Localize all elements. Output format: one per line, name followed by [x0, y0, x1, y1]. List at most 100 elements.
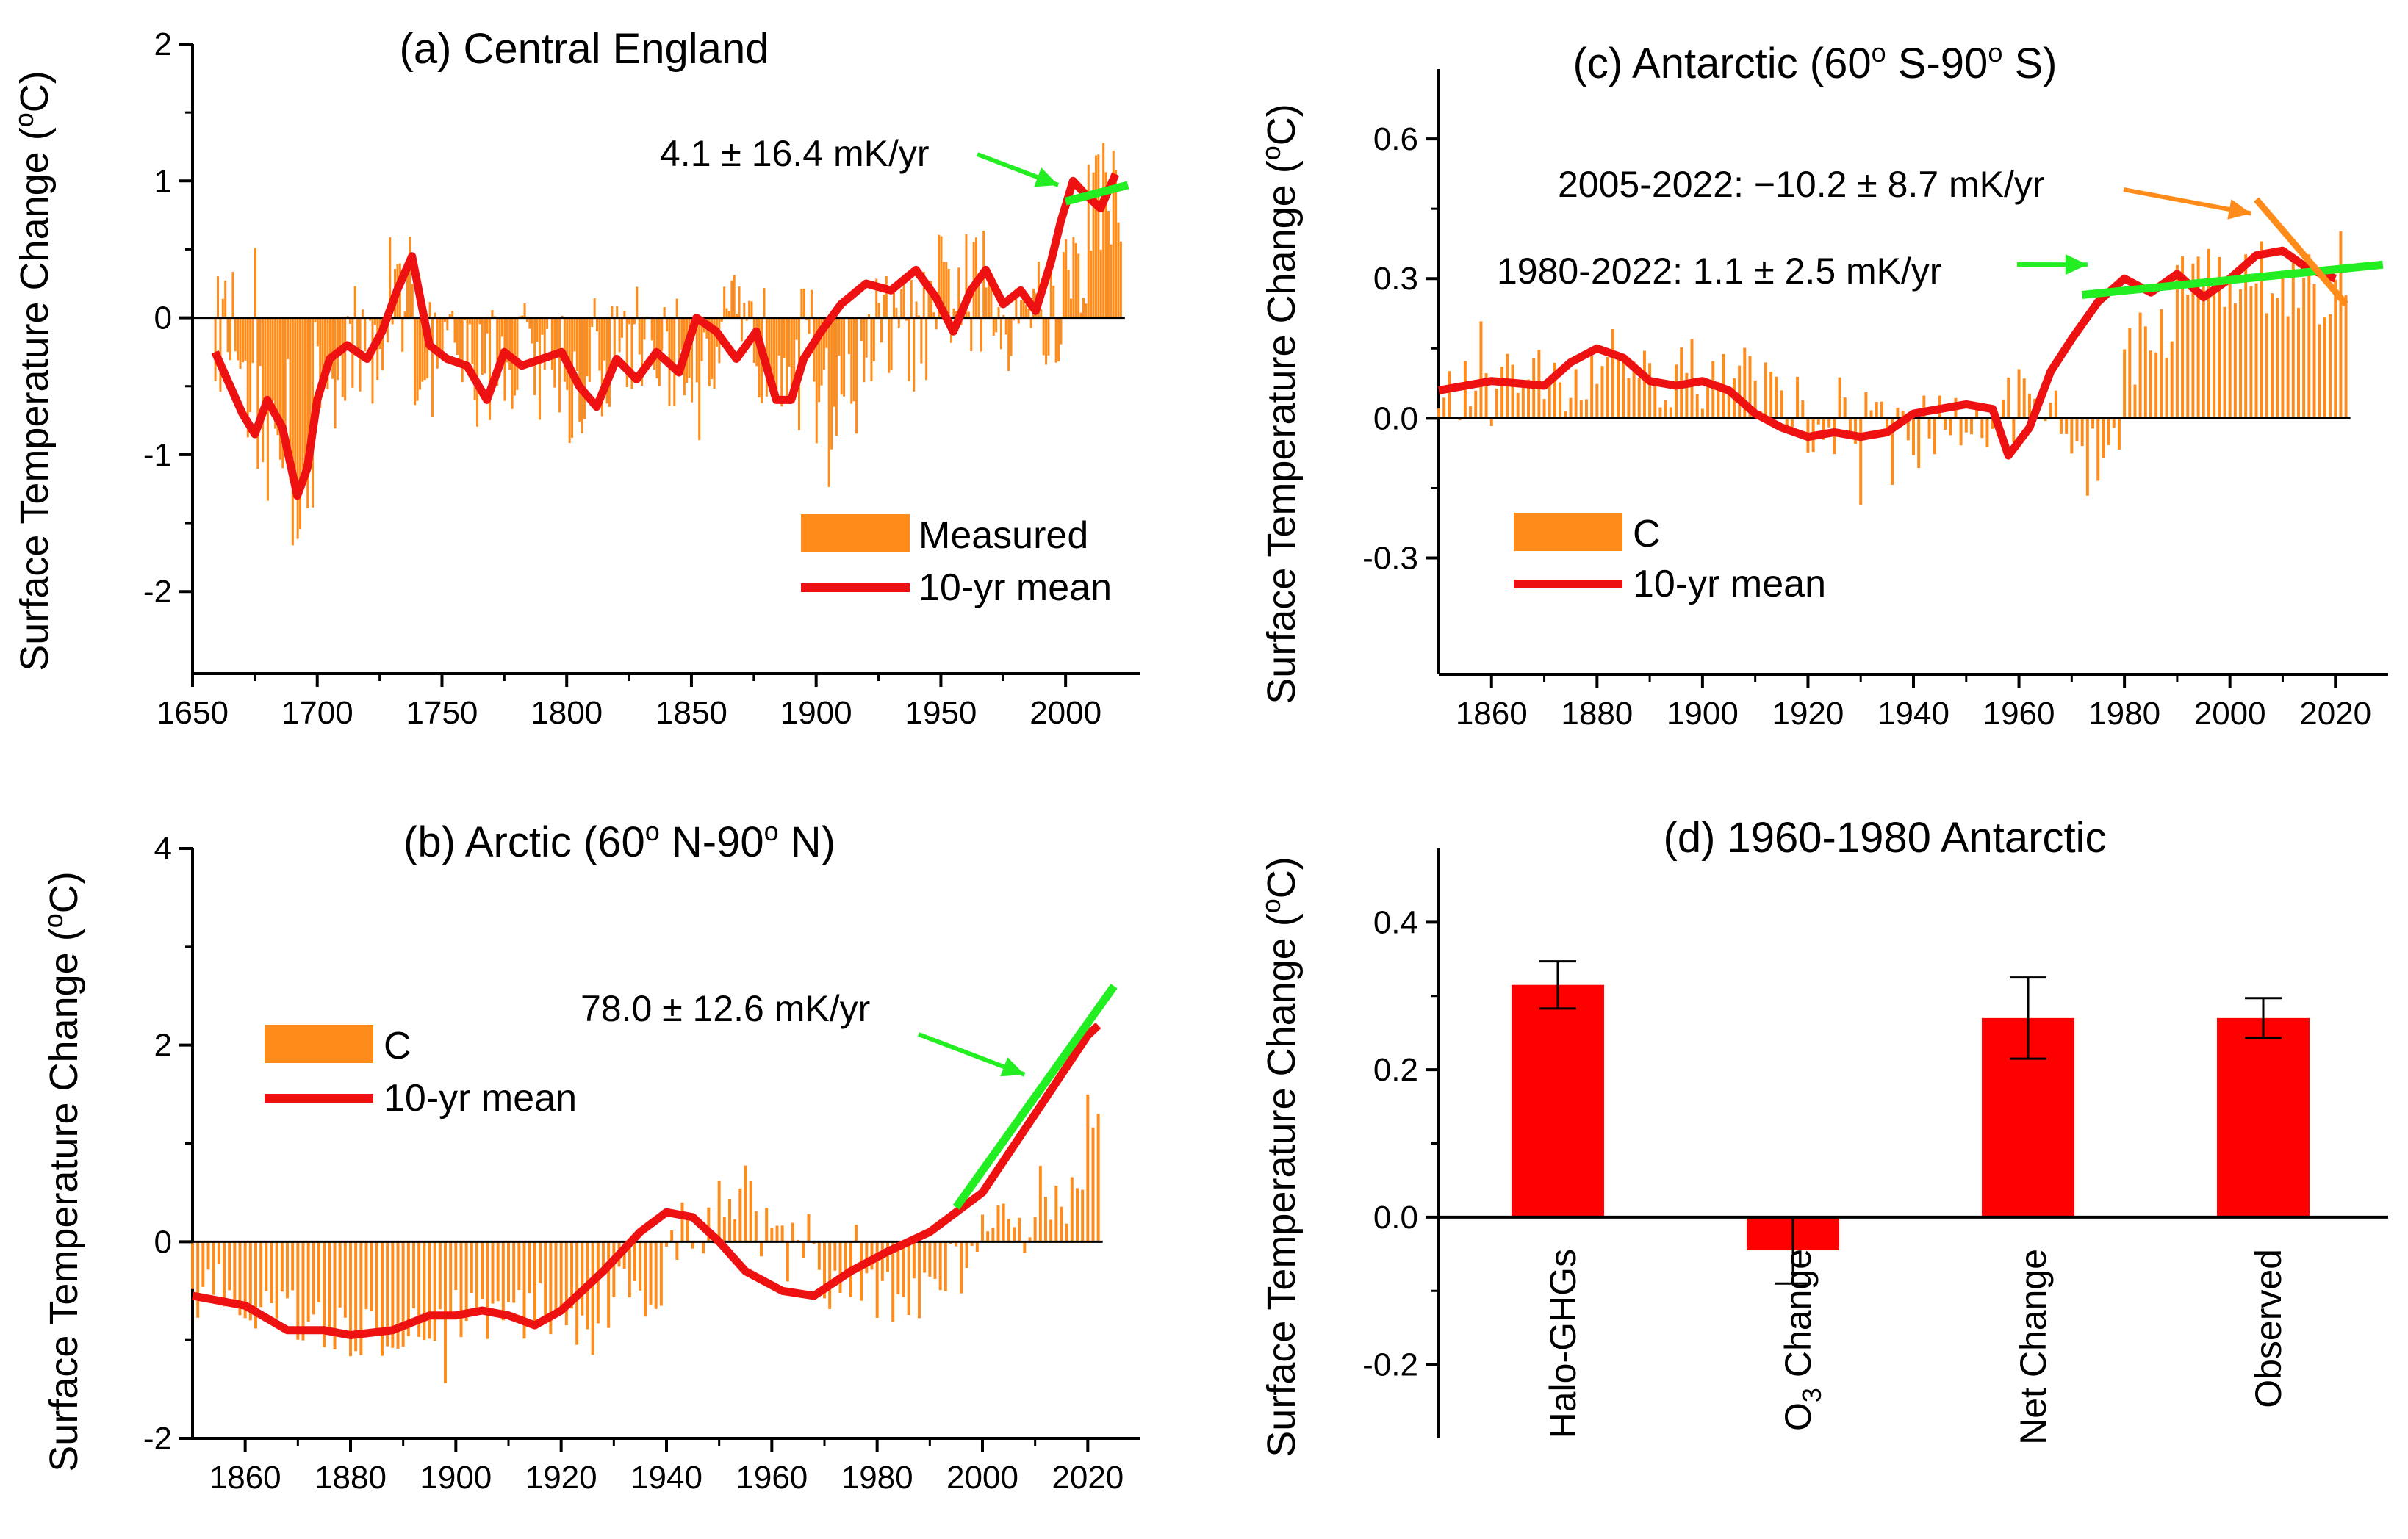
measured-bar — [233, 1241, 237, 1301]
measured-bar — [612, 1241, 616, 1297]
measured-bar — [653, 317, 656, 370]
measured-bar — [2027, 393, 2031, 419]
measured-bar — [686, 1218, 689, 1242]
measured-bar — [533, 1241, 536, 1326]
measured-bar — [917, 315, 920, 318]
measured-bar — [423, 1241, 426, 1341]
measured-bar — [1004, 317, 1007, 335]
measured-bar — [1548, 382, 1551, 419]
measured-bar — [570, 1241, 573, 1309]
measured-bar — [713, 317, 716, 389]
measured-bar — [2291, 254, 2295, 419]
fit-arrow-b-head — [1000, 1057, 1025, 1077]
measured-bar — [1564, 411, 1567, 419]
measured-bar — [2307, 254, 2311, 419]
measured-bar — [955, 1241, 958, 1247]
measured-bar — [1500, 367, 1504, 419]
measured-bar — [309, 317, 312, 447]
x-tick-label-a: 1800 — [531, 695, 603, 731]
measured-bar — [775, 317, 778, 397]
measured-bar — [623, 311, 626, 318]
measured-bar — [850, 317, 853, 404]
measured-bar — [1489, 418, 1493, 426]
measured-bar — [428, 302, 431, 318]
measured-bar — [433, 1241, 436, 1341]
measured-bar — [1022, 295, 1025, 318]
measured-bar — [334, 317, 337, 429]
measured-bar — [965, 234, 968, 318]
measured-bar — [528, 1241, 531, 1294]
measured-bar — [602, 1241, 605, 1269]
measured-bar — [2228, 275, 2232, 419]
measured-bar — [2112, 418, 2116, 428]
y-tick-label-a: 0 — [154, 300, 172, 336]
measured-bar — [239, 317, 242, 369]
measured-bar — [558, 317, 561, 413]
measured-bar — [326, 317, 329, 389]
measured-bar — [254, 1241, 257, 1329]
measured-bar — [401, 317, 404, 352]
measured-bar — [581, 317, 583, 433]
measured-bar — [512, 1241, 516, 1303]
measured-bar — [1637, 377, 1641, 419]
measured-bar — [622, 1241, 626, 1269]
x-tick-label-c: 2020 — [2299, 696, 2371, 732]
measured-bar — [990, 285, 993, 318]
measured-bar — [2054, 390, 2057, 419]
measured-bar — [376, 317, 379, 380]
measured-bar — [935, 317, 938, 330]
measured-bar — [790, 317, 793, 401]
measured-bar — [348, 317, 351, 324]
x-tick-label-b: 1860 — [209, 1460, 281, 1496]
measured-bar — [284, 317, 287, 454]
measured-bar — [2160, 309, 2163, 419]
measured-bar — [1595, 383, 1599, 419]
legend-swatch-measured — [801, 514, 910, 552]
measured-bar — [364, 1241, 368, 1310]
measured-bar — [246, 317, 249, 438]
measured-bar — [381, 1241, 384, 1356]
measured-bar — [212, 1241, 215, 1295]
measured-bar — [800, 288, 803, 318]
measured-bar — [940, 236, 943, 318]
measured-bar — [280, 1241, 284, 1292]
measured-bar — [1912, 418, 1915, 455]
measured-bar — [301, 1241, 305, 1341]
measured-bar — [1838, 377, 1841, 419]
measured-bar — [865, 1241, 869, 1274]
measured-bar — [930, 281, 932, 318]
measured-bar — [860, 1241, 863, 1301]
measured-bar — [344, 317, 347, 401]
chart-title-d: (d) 1960-1980 Antarctic — [1664, 814, 2107, 862]
y-tick-label-c: 0.6 — [1373, 121, 1418, 157]
measured-bar — [991, 1228, 995, 1242]
measured-bar — [608, 317, 611, 407]
x-tick-label-a: 1850 — [655, 695, 727, 731]
measured-bar — [414, 317, 417, 406]
measured-bar — [1727, 388, 1730, 419]
measured-bar — [2133, 384, 2137, 419]
measured-bar — [281, 317, 284, 469]
measured-bar — [291, 317, 294, 546]
measured-bar — [443, 317, 446, 322]
measured-bar — [256, 317, 259, 469]
measured-bar — [905, 317, 908, 321]
measured-bar — [1922, 395, 1926, 419]
measured-bar — [333, 1241, 337, 1349]
measured-bar — [1864, 392, 1868, 419]
fit2-annotation-c: 2005-2022: −10.2 ± 8.7 mK/yr — [1558, 164, 2045, 205]
measured-bar — [2213, 284, 2216, 419]
measured-bar — [1049, 1219, 1053, 1242]
measured-bar — [1648, 363, 1652, 419]
measured-bar — [643, 317, 646, 340]
measured-bar — [2186, 294, 2190, 419]
measured-bar — [1067, 270, 1070, 318]
measured-bar — [1104, 172, 1107, 318]
measured-bar — [448, 314, 451, 318]
measured-bar — [386, 317, 389, 343]
measured-bar — [1748, 356, 1752, 419]
measured-bar — [2302, 278, 2306, 419]
category-label-net-change: Net Change — [2013, 1249, 2054, 1445]
fit-arrow-a-head — [1034, 167, 1059, 187]
